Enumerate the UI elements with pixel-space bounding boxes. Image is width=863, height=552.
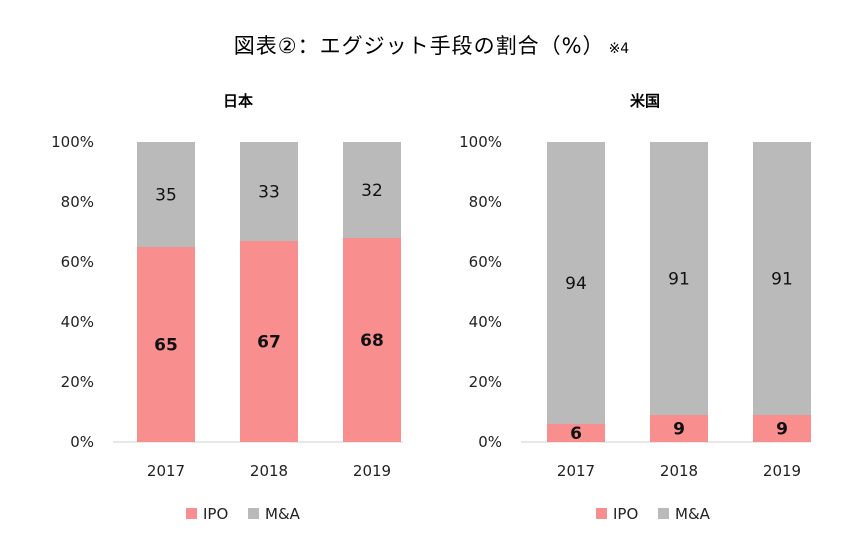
y-tick-label: 40% [469, 313, 502, 331]
legend-label-ipo: IPO [613, 505, 638, 523]
data-label-ipo: 6 [570, 424, 582, 444]
data-label-ipo: 67 [257, 333, 281, 353]
y-tick-label: 60% [469, 253, 502, 271]
y-tick-label: 100% [459, 133, 502, 151]
data-label-ipo: 65 [154, 336, 178, 356]
legend-swatch-ma [658, 508, 669, 519]
bar-segment-ma [753, 142, 811, 415]
bar-segment-ma [547, 142, 605, 424]
bar-segment-ipo [240, 241, 298, 442]
bar-segment-ipo [547, 424, 605, 442]
y-tick-label: 0% [478, 433, 502, 451]
data-label-ma: 91 [668, 270, 690, 290]
data-label-ipo: 68 [360, 331, 384, 351]
panel-title-1: 米国 [630, 92, 660, 110]
y-tick-label: 60% [61, 253, 94, 271]
y-tick-label: 20% [469, 373, 502, 391]
legend-swatch-ipo [186, 508, 197, 519]
data-label-ma: 33 [258, 183, 280, 203]
x-tick-label: 2019 [353, 462, 391, 480]
y-tick-label: 80% [469, 193, 502, 211]
legend-swatch-ma [248, 508, 259, 519]
bar-segment-ma [240, 142, 298, 241]
bar-segment-ma [650, 142, 708, 415]
bar-segment-ipo [650, 415, 708, 442]
data-label-ipo: 9 [673, 420, 685, 440]
y-tick-label: 40% [61, 313, 94, 331]
legend-label-ma: M&A [675, 505, 711, 523]
bar-segment-ipo [343, 238, 401, 442]
bar-segment-ma [137, 142, 195, 247]
bar-segment-ma [343, 142, 401, 238]
chart-title-wrap: 図表②：エグジット手段の割合（%） ※4 [0, 30, 863, 60]
figure-title: 図表②：エグジット手段の割合（%） [233, 34, 605, 58]
data-label-ma: 91 [771, 270, 793, 290]
legend-label-ma: M&A [265, 505, 301, 523]
data-label-ma: 35 [155, 186, 177, 206]
data-label-ipo: 9 [776, 420, 788, 440]
bar-segment-ipo [753, 415, 811, 442]
y-tick-label: 100% [51, 133, 94, 151]
panel-title-0: 日本 [223, 92, 253, 110]
x-tick-label: 2017 [557, 462, 595, 480]
data-label-ma: 94 [565, 274, 587, 294]
legend-swatch-ipo [596, 508, 607, 519]
y-tick-label: 80% [61, 193, 94, 211]
bar-segment-ipo [137, 247, 195, 442]
x-tick-label: 2019 [763, 462, 801, 480]
x-tick-label: 2018 [250, 462, 288, 480]
data-label-ma: 32 [361, 181, 383, 201]
y-tick-label: 0% [70, 433, 94, 451]
y-tick-label: 20% [61, 373, 94, 391]
legend-label-ipo: IPO [203, 505, 228, 523]
figure-title-note: ※4 [608, 41, 630, 57]
x-tick-label: 2018 [660, 462, 698, 480]
x-tick-label: 2017 [147, 462, 185, 480]
